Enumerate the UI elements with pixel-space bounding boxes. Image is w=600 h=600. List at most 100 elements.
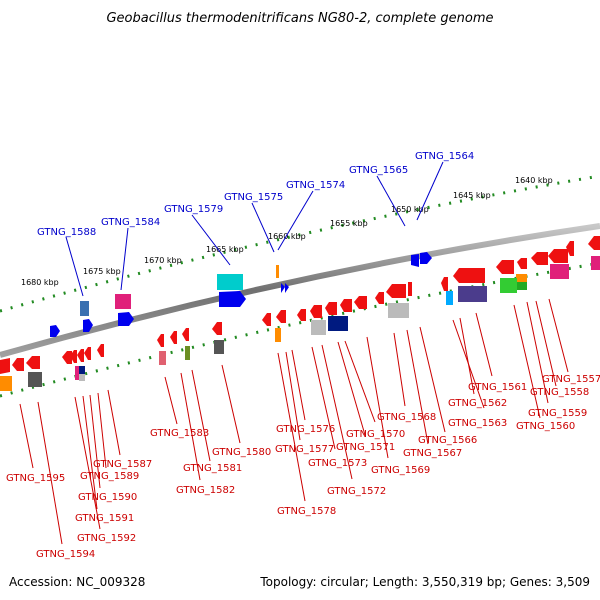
- gene-feature[interactable]: [496, 260, 514, 274]
- gene-feature[interactable]: [0, 358, 10, 374]
- gene-feature[interactable]: [80, 301, 89, 316]
- gene-feature[interactable]: [28, 372, 42, 387]
- gene-label[interactable]: GTNG_1582: [176, 485, 235, 496]
- gene-feature[interactable]: [77, 349, 84, 362]
- gene-feature[interactable]: [420, 252, 432, 264]
- gene-label[interactable]: GTNG_1590: [78, 492, 137, 503]
- gene-feature[interactable]: [340, 299, 352, 312]
- gene-label[interactable]: GTNG_1567: [403, 448, 462, 459]
- gene-feature[interactable]: [276, 310, 286, 323]
- gene-label[interactable]: GTNG_1557: [542, 374, 600, 385]
- gene-label[interactable]: GTNG_1583: [150, 428, 209, 439]
- gene-label[interactable]: GTNG_1573: [308, 458, 367, 469]
- gene-feature[interactable]: [79, 366, 85, 374]
- gene-label[interactable]: GTNG_1589: [80, 471, 139, 482]
- gene-feature[interactable]: [159, 351, 166, 365]
- gene-feature[interactable]: [115, 294, 131, 309]
- gene-feature[interactable]: [276, 265, 279, 278]
- gene-label[interactable]: GTNG_1576: [276, 424, 335, 435]
- gene-feature[interactable]: [83, 319, 93, 332]
- gene-feature[interactable]: [219, 291, 246, 307]
- gene-feature[interactable]: [12, 358, 24, 371]
- gene-feature[interactable]: [588, 236, 600, 250]
- gene-feature[interactable]: [446, 291, 453, 305]
- gene-label[interactable]: GTNG_1577: [275, 444, 334, 455]
- gene-label[interactable]: GTNG_1584: [101, 217, 160, 228]
- gene-label[interactable]: GTNG_1574: [286, 180, 345, 191]
- gene-feature[interactable]: [500, 278, 517, 293]
- gene-feature[interactable]: [386, 284, 406, 298]
- gene-feature[interactable]: [214, 340, 224, 354]
- gene-feature[interactable]: [97, 344, 104, 357]
- gene-feature[interactable]: [517, 258, 527, 269]
- gene-label[interactable]: GTNG_1569: [371, 465, 430, 476]
- gene-feature[interactable]: [548, 249, 568, 263]
- gene-label[interactable]: GTNG_1564: [415, 151, 474, 162]
- map-title: Geobacillus thermodenitrificans NG80-2, …: [106, 11, 493, 26]
- gene-feature[interactable]: [311, 320, 326, 335]
- gene-feature[interactable]: [185, 346, 190, 360]
- gene-feature[interactable]: [262, 313, 271, 326]
- gene-feature[interactable]: [297, 309, 306, 321]
- gene-label[interactable]: GTNG_1592: [77, 533, 136, 544]
- gene-feature[interactable]: [79, 374, 85, 381]
- gene-label[interactable]: GTNG_1591: [75, 513, 134, 524]
- gene-feature[interactable]: [516, 282, 527, 290]
- gene-label[interactable]: GTNG_1565: [349, 165, 408, 176]
- gene-feature[interactable]: [212, 322, 222, 335]
- gene-feature[interactable]: [408, 282, 412, 296]
- gene-label[interactable]: GTNG_1579: [164, 204, 223, 215]
- gene-label[interactable]: GTNG_1558: [530, 387, 589, 398]
- gene-label[interactable]: GTNG_1587: [93, 459, 152, 470]
- gene-feature[interactable]: [217, 274, 243, 290]
- gene-label[interactable]: GTNG_1575: [224, 192, 283, 203]
- gene-label[interactable]: GTNG_1578: [277, 506, 336, 517]
- gene-label[interactable]: GTNG_1560: [516, 421, 575, 432]
- gene-feature[interactable]: [75, 366, 79, 380]
- gene-feature[interactable]: [325, 302, 337, 315]
- gene-feature[interactable]: [531, 252, 548, 265]
- gene-feature[interactable]: [441, 277, 448, 291]
- gene-feature[interactable]: [375, 292, 384, 304]
- gene-feature[interactable]: [354, 296, 367, 309]
- gene-feature[interactable]: [170, 331, 177, 344]
- gene-label[interactable]: GTNG_1571: [336, 442, 395, 453]
- gene-label[interactable]: GTNG_1570: [346, 429, 405, 440]
- gene-label[interactable]: GTNG_1566: [418, 435, 477, 446]
- gene-label[interactable]: GTNG_1572: [327, 486, 386, 497]
- gene-label[interactable]: GTNG_1580: [212, 447, 271, 458]
- gene-label[interactable]: GTNG_1563: [448, 418, 507, 429]
- gene-label[interactable]: GTNG_1559: [528, 408, 587, 419]
- gene-feature[interactable]: [516, 274, 527, 282]
- gene-feature[interactable]: [388, 303, 409, 318]
- gene-feature[interactable]: [182, 328, 189, 341]
- gene-feature[interactable]: [157, 334, 164, 347]
- gene-label[interactable]: GTNG_1561: [468, 382, 527, 393]
- scale-tick-label: 1675 kbp: [83, 267, 121, 276]
- gene-feature[interactable]: [328, 316, 348, 331]
- gene-feature[interactable]: [310, 305, 322, 318]
- gene-label[interactable]: GTNG_1562: [448, 398, 507, 409]
- gene-feature[interactable]: [550, 264, 569, 279]
- gene-feature[interactable]: [275, 328, 281, 342]
- gene-feature[interactable]: [62, 351, 72, 364]
- gene-feature[interactable]: [591, 256, 600, 270]
- gene-label[interactable]: GTNG_1588: [37, 227, 96, 238]
- gene-feature[interactable]: [566, 241, 574, 256]
- gene-label[interactable]: GTNG_1568: [377, 412, 436, 423]
- gene-feature[interactable]: [0, 376, 12, 391]
- gene-feature[interactable]: [281, 283, 285, 293]
- gene-feature[interactable]: [285, 283, 289, 293]
- gene-feature[interactable]: [411, 254, 419, 267]
- gene-feature[interactable]: [84, 347, 91, 360]
- gene-feature[interactable]: [50, 325, 60, 337]
- gene-feature[interactable]: [453, 268, 485, 283]
- gene-label[interactable]: GTNG_1581: [183, 463, 242, 474]
- gene-label[interactable]: GTNG_1595: [6, 473, 65, 484]
- gene-feature[interactable]: [70, 350, 77, 363]
- gene-feature[interactable]: [458, 286, 487, 302]
- gene-label[interactable]: GTNG_1594: [36, 549, 95, 560]
- gene-feature[interactable]: [26, 356, 40, 369]
- gene-feature[interactable]: [118, 312, 134, 326]
